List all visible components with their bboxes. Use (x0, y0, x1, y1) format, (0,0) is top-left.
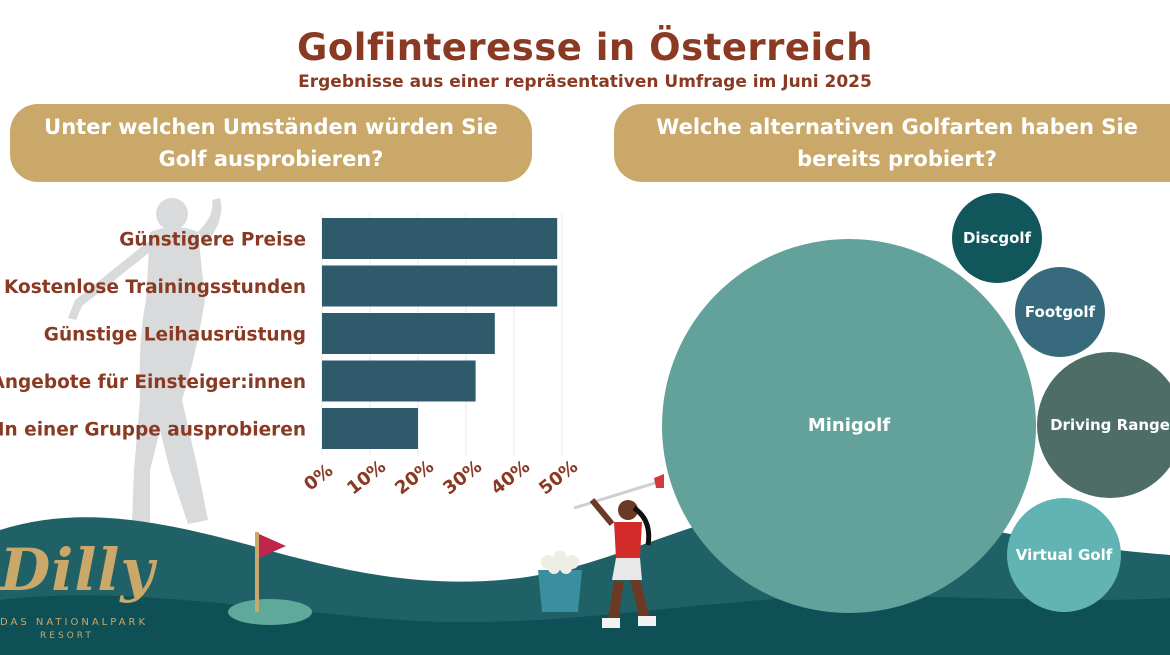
bar-category-label: Günstige Leihausrüstung (44, 325, 306, 346)
bubble-label: Discgolf (963, 229, 1032, 247)
question-left-text: Unter welchen Umständen würden Sie Golf … (44, 115, 498, 171)
bubble-label: Minigolf (808, 415, 890, 436)
bar-category-label: Kostenlose Trainingsstunden (4, 277, 306, 298)
bubble (1037, 352, 1170, 498)
question-banner-left: Unter welchen Umständen würden Sie Golf … (10, 104, 532, 182)
bar (322, 218, 558, 259)
page-subtitle: Ergebnisse aus einer repräsentativen Umf… (298, 72, 872, 92)
bar-category-label: Günstigere Preise (119, 230, 306, 251)
bar (322, 313, 495, 354)
question-right-text: Welche alternativen Golfarten haben Sie … (656, 115, 1138, 171)
bar (322, 360, 476, 402)
bubble (1015, 267, 1105, 357)
bubble (952, 193, 1042, 283)
ball-bucket-icon (538, 551, 582, 612)
woman-golfer-icon (573, 474, 664, 628)
flag-icon (228, 532, 312, 625)
question-banner-right: Welche alternativen Golfarten haben Sie … (614, 104, 1170, 182)
logo-subline-2: RESORT (40, 631, 94, 641)
golfer-silhouette-icon (68, 198, 222, 524)
bar (322, 265, 558, 307)
bar-category-label: Angebote für Einsteiger:innen (0, 372, 306, 393)
bubble-label: Virtual Golf (1016, 546, 1113, 564)
logo-subline-1: DAS NATIONALPARK (0, 617, 148, 628)
bar (322, 408, 418, 449)
bubble-label: Driving Range (1050, 416, 1170, 434)
bubble-label: Footgolf (1025, 303, 1096, 321)
logo-wordmark: Dilly (0, 536, 156, 604)
bubble (662, 239, 1036, 613)
bar-category-label: In einer Gruppe ausprobieren (0, 420, 306, 441)
page-title: Golfinteresse in Österreich (297, 26, 873, 69)
bubble (1007, 498, 1121, 612)
